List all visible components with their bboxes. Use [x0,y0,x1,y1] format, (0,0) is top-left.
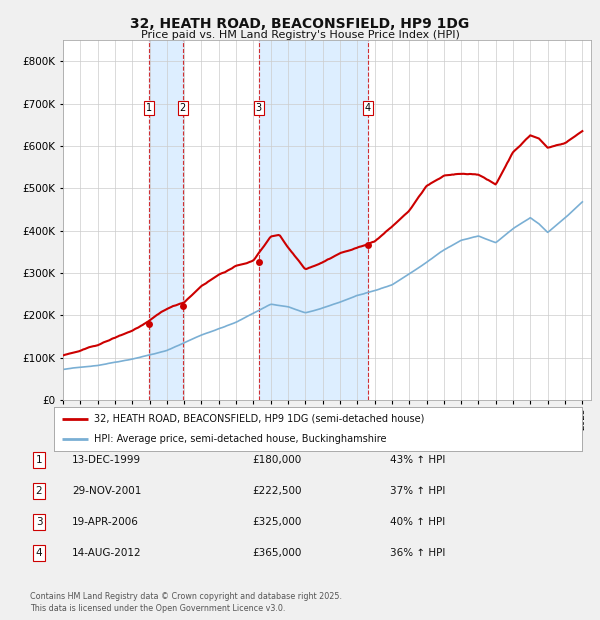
Text: 3: 3 [35,517,43,527]
Text: 32, HEATH ROAD, BEACONSFIELD, HP9 1DG (semi-detached house): 32, HEATH ROAD, BEACONSFIELD, HP9 1DG (s… [94,414,424,424]
Text: 3: 3 [256,103,262,113]
Text: 37% ↑ HPI: 37% ↑ HPI [390,486,445,496]
Text: £180,000: £180,000 [252,455,301,465]
Text: 1: 1 [35,455,43,465]
Text: 43% ↑ HPI: 43% ↑ HPI [390,455,445,465]
Text: This data is licensed under the Open Government Licence v3.0.: This data is licensed under the Open Gov… [30,603,286,613]
Text: HPI: Average price, semi-detached house, Buckinghamshire: HPI: Average price, semi-detached house,… [94,434,386,445]
Text: 1: 1 [146,103,152,113]
Text: £325,000: £325,000 [252,517,301,527]
Text: 13-DEC-1999: 13-DEC-1999 [72,455,141,465]
Text: Contains HM Land Registry data © Crown copyright and database right 2025.: Contains HM Land Registry data © Crown c… [30,592,342,601]
Text: Price paid vs. HM Land Registry's House Price Index (HPI): Price paid vs. HM Land Registry's House … [140,30,460,40]
Bar [259,40,368,400]
Text: 19-APR-2006: 19-APR-2006 [72,517,139,527]
Text: 2: 2 [35,486,43,496]
Text: 32, HEATH ROAD, BEACONSFIELD, HP9 1DG: 32, HEATH ROAD, BEACONSFIELD, HP9 1DG [130,17,470,32]
Text: 29-NOV-2001: 29-NOV-2001 [72,486,142,496]
Text: £222,500: £222,500 [252,486,302,496]
Bar [149,40,182,400]
Text: 4: 4 [35,548,43,558]
Text: 36% ↑ HPI: 36% ↑ HPI [390,548,445,558]
Text: 40% ↑ HPI: 40% ↑ HPI [390,517,445,527]
Text: 4: 4 [365,103,371,113]
Text: £365,000: £365,000 [252,548,301,558]
Text: 14-AUG-2012: 14-AUG-2012 [72,548,142,558]
Text: 2: 2 [179,103,186,113]
